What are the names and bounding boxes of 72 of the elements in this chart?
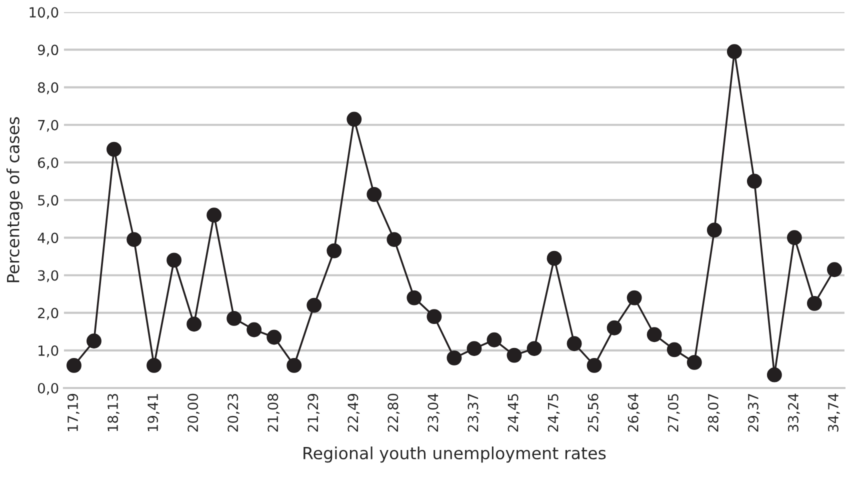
y-tick-label: 0,0	[38, 382, 58, 395]
y-tick-label: 10,0	[30, 7, 58, 20]
point	[606, 320, 622, 336]
point	[827, 262, 842, 278]
point	[586, 358, 602, 373]
point	[146, 358, 162, 373]
point	[746, 174, 762, 189]
x-tick-label: 22,80	[388, 394, 400, 432]
point	[726, 44, 742, 60]
point	[786, 230, 802, 246]
point	[806, 296, 822, 311]
x-axis-title: Regional youth unemployment rates	[304, 446, 606, 463]
x-tick-label: 18,13	[108, 394, 120, 432]
point	[326, 243, 342, 258]
point	[126, 232, 142, 247]
point	[706, 222, 722, 238]
x-tick-label: 23,04	[428, 394, 440, 432]
point	[66, 358, 82, 373]
point	[406, 290, 422, 306]
x-tick-label: 24,45	[508, 394, 520, 432]
point	[626, 290, 642, 306]
point	[546, 250, 562, 266]
point	[426, 309, 442, 324]
x-tick-label: 33,24	[788, 394, 800, 432]
point	[526, 341, 542, 356]
x-tick-label: 29,37	[748, 394, 760, 432]
x-tick-label: 34,74	[828, 394, 840, 432]
point	[766, 367, 782, 382]
x-tick-label: 20,23	[228, 394, 240, 432]
x-tick-label: 26,64	[628, 394, 640, 432]
y-tick-label: 6,0	[38, 157, 58, 170]
x-tick-label: 21,29	[308, 394, 320, 432]
point	[566, 336, 582, 352]
point	[466, 341, 482, 356]
point	[186, 316, 202, 332]
y-tick-label: 8,0	[38, 82, 58, 94]
x-tick-label: 27,05	[668, 394, 680, 432]
point	[686, 354, 702, 370]
x-tick-label: 19,41	[148, 394, 160, 432]
point	[506, 348, 522, 363]
point	[226, 311, 242, 326]
point	[366, 186, 382, 202]
x-tick-label: 28,07	[708, 394, 720, 432]
x-tick-label: 21,08	[268, 394, 280, 432]
point	[646, 327, 662, 342]
x-tick-label: 24,75	[548, 394, 560, 432]
point	[166, 252, 182, 268]
point	[106, 142, 122, 157]
x-tick-label: 20,00	[188, 394, 200, 432]
point	[286, 358, 302, 373]
point	[206, 208, 222, 223]
point	[386, 232, 402, 247]
y-tick-label: 1,0	[38, 345, 58, 358]
y-tick-label: 2,0	[38, 308, 58, 320]
point	[346, 112, 362, 127]
point	[666, 342, 682, 358]
x-tick-label: 17,19	[68, 394, 80, 432]
y-tick-label: 5,0	[38, 195, 58, 207]
point	[486, 332, 502, 348]
y-axis-title: Percentage of cases	[6, 117, 23, 282]
x-tick-label: 25,56	[588, 394, 600, 432]
y-tick-label: 4,0	[38, 232, 58, 245]
x-tick-label: 22,49	[348, 394, 360, 432]
y-tick-label: 9,0	[38, 44, 58, 57]
point	[446, 350, 462, 366]
point	[246, 322, 262, 338]
x-tick-label: 23,37	[468, 394, 480, 432]
y-tick-label: 3,0	[38, 270, 58, 282]
point	[266, 330, 282, 345]
y-tick-label: 7,0	[38, 120, 58, 132]
point	[86, 334, 102, 348]
point	[306, 298, 322, 313]
